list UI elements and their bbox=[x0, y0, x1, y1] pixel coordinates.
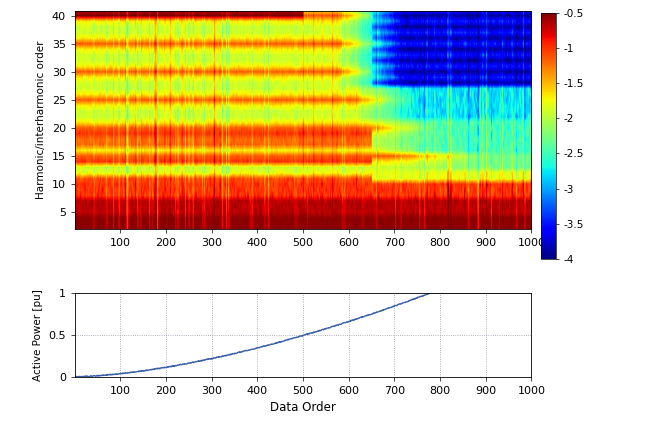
X-axis label: Data Order: Data Order bbox=[270, 401, 336, 414]
Y-axis label: Active Power [pu]: Active Power [pu] bbox=[33, 289, 43, 381]
Y-axis label: Harmonic/interharmonic order: Harmonic/interharmonic order bbox=[37, 40, 46, 199]
